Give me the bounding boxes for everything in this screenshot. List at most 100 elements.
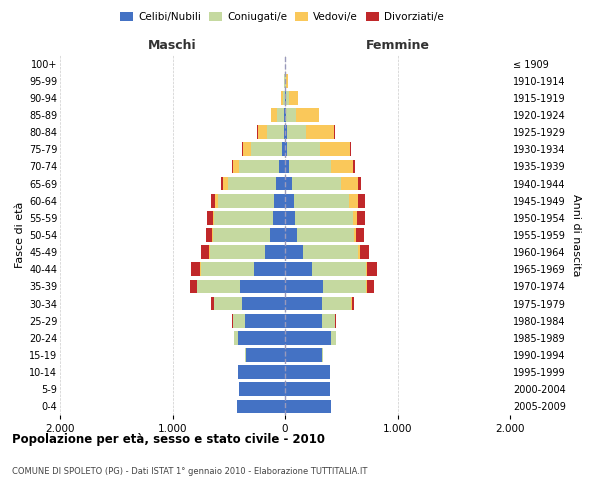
Bar (349, 194, 358, 207)
Bar (294, 194, 349, 207)
Bar (254, 262, 285, 276)
Text: COMUNE DI SPOLETO (PG) - Dati ISTAT 1° gennaio 2010 - Elaborazione TUTTITALIA.IT: COMUNE DI SPOLETO (PG) - Dati ISTAT 1° g… (12, 468, 367, 476)
Bar (356, 228, 364, 242)
Bar (277, 108, 284, 122)
Bar (283, 91, 285, 104)
Bar (242, 142, 243, 156)
Bar (211, 194, 215, 207)
Bar (242, 296, 285, 310)
Bar (271, 228, 285, 242)
Bar (221, 176, 223, 190)
Text: Popolazione per età, sesso e stato civile - 2010: Popolazione per età, sesso e stato civil… (12, 432, 325, 446)
Bar (245, 314, 285, 328)
Bar (287, 126, 306, 139)
Bar (366, 262, 367, 276)
Bar (292, 176, 341, 190)
Bar (201, 246, 209, 259)
Bar (285, 400, 331, 413)
Bar (280, 160, 285, 173)
Bar (285, 348, 322, 362)
Bar (285, 142, 287, 156)
Bar (285, 211, 295, 224)
Bar (285, 194, 294, 207)
Legend: Celibi/Nubili, Coniugati/e, Vedovi/e, Divorziati/e: Celibi/Nubili, Coniugati/e, Vedovi/e, Di… (116, 8, 448, 26)
Bar (357, 211, 365, 224)
Bar (281, 91, 283, 104)
Bar (214, 211, 272, 224)
Bar (211, 296, 214, 310)
Bar (213, 228, 271, 242)
Bar (239, 160, 280, 173)
Bar (238, 331, 285, 344)
Bar (358, 194, 365, 207)
Bar (285, 382, 330, 396)
Bar (350, 142, 352, 156)
Bar (191, 262, 200, 276)
Bar (233, 160, 239, 173)
Bar (352, 296, 354, 310)
Bar (251, 142, 282, 156)
Bar (289, 91, 298, 104)
Bar (208, 211, 213, 224)
Bar (233, 314, 245, 328)
Bar (232, 160, 233, 173)
Bar (285, 262, 312, 276)
Bar (312, 262, 366, 276)
Bar (366, 280, 367, 293)
Bar (285, 331, 331, 344)
Bar (367, 262, 377, 276)
Bar (322, 314, 335, 328)
Bar (358, 176, 361, 190)
Bar (240, 280, 285, 293)
Bar (197, 280, 240, 293)
Bar (295, 211, 353, 224)
Bar (353, 160, 355, 173)
Text: Femmine: Femmine (365, 38, 430, 52)
Bar (285, 176, 292, 190)
Bar (282, 142, 285, 156)
Bar (296, 108, 319, 122)
Bar (298, 228, 353, 242)
Bar (258, 126, 267, 139)
Bar (215, 194, 218, 207)
Bar (267, 126, 284, 139)
Bar (360, 246, 369, 259)
Bar (223, 176, 227, 190)
Bar (285, 74, 286, 88)
Bar (285, 160, 289, 173)
Bar (341, 176, 358, 190)
Bar (285, 228, 298, 242)
Bar (284, 126, 285, 139)
Bar (235, 331, 238, 344)
Bar (331, 331, 335, 344)
Bar (285, 296, 322, 310)
Bar (214, 296, 242, 310)
Bar (303, 246, 358, 259)
Y-axis label: Anni di nascita: Anni di nascita (571, 194, 581, 276)
Bar (284, 74, 285, 88)
Bar (286, 74, 289, 88)
Bar (238, 366, 285, 379)
Bar (239, 382, 285, 396)
Y-axis label: Fasce di età: Fasce di età (14, 202, 25, 268)
Bar (218, 194, 274, 207)
Bar (213, 211, 214, 224)
Bar (367, 280, 374, 293)
Bar (323, 280, 366, 293)
Bar (190, 280, 197, 293)
Bar (286, 91, 289, 104)
Bar (271, 108, 277, 122)
Bar (331, 160, 353, 173)
Bar (285, 246, 303, 259)
Bar (232, 314, 233, 328)
Bar (227, 176, 276, 190)
Bar (209, 246, 265, 259)
Text: Maschi: Maschi (148, 38, 197, 52)
Bar (243, 142, 251, 156)
Bar (285, 280, 323, 293)
Bar (285, 108, 286, 122)
Bar (289, 160, 331, 173)
Bar (265, 246, 285, 259)
Bar (287, 142, 320, 156)
Bar (335, 314, 336, 328)
